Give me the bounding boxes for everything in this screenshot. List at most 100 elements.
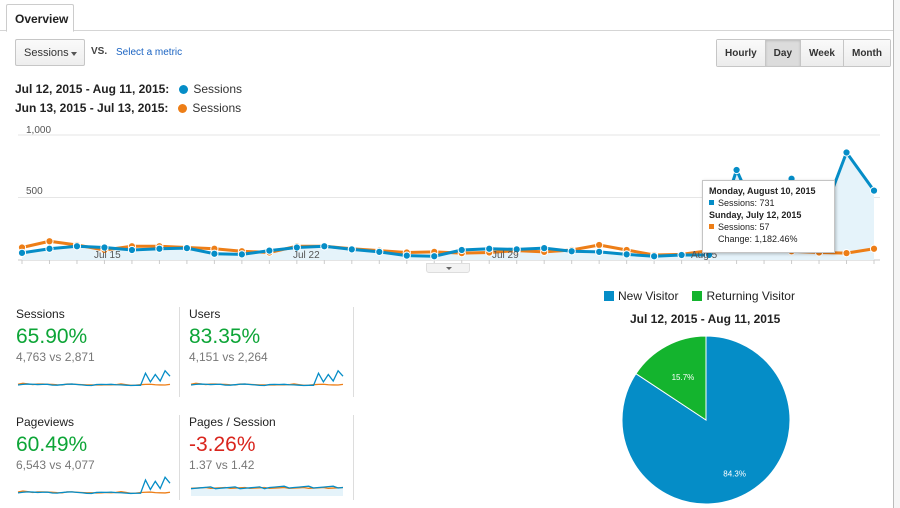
data-point[interactable] <box>869 244 879 253</box>
data-point[interactable] <box>567 247 576 256</box>
scorecard-pageviews[interactable]: Pageviews 60.49% 6,543 vs 4,077 <box>16 415 95 472</box>
pie-legend-new[interactable]: New Visitor <box>604 289 678 303</box>
data-point[interactable] <box>265 246 274 255</box>
sparkline-pages-per-session <box>190 485 344 496</box>
data-point[interactable] <box>622 250 631 259</box>
chart-tooltip: Monday, August 10, 2015 Sessions: 731 Su… <box>702 180 835 253</box>
metric-select[interactable]: Sessions <box>15 39 85 66</box>
divider <box>179 307 180 397</box>
scorecard-sessions[interactable]: Sessions 65.90% 4,763 vs 2,871 <box>16 307 95 364</box>
data-point[interactable] <box>595 247 604 256</box>
week-button[interactable]: Week <box>801 40 844 66</box>
tooltip-date-current: Monday, August 10, 2015 <box>709 186 816 196</box>
data-point[interactable] <box>347 245 356 254</box>
tooltip-date-previous: Sunday, July 12, 2015 <box>709 210 802 220</box>
sparkline-pageviews <box>17 476 171 495</box>
hourly-button[interactable]: Hourly <box>717 40 766 66</box>
sparkline-current <box>190 485 344 490</box>
data-point[interactable] <box>375 247 384 256</box>
tab-overview[interactable]: Overview <box>6 4 74 32</box>
series-dot-icon <box>178 104 188 113</box>
vs-label: VS. <box>91 46 108 57</box>
scorecard-percent: 83.35% <box>189 325 261 348</box>
tooltip-value-current: Sessions: 731 <box>718 198 775 208</box>
legend-series-label: Sessions <box>192 101 242 115</box>
data-point[interactable] <box>650 252 659 261</box>
select-metric-link[interactable]: Select a metric <box>116 47 183 58</box>
data-point[interactable] <box>127 245 137 255</box>
legend-swatch-icon <box>692 291 703 301</box>
x-tick-label: Jul 22 <box>293 250 320 261</box>
legend-range-label: Jun 13, 2015 - Jul 13, 2015: <box>15 101 169 115</box>
scorecard-users[interactable]: Users 83.35% 4,151 vs 2,264 <box>189 307 268 364</box>
series-square-icon <box>709 224 714 229</box>
data-point[interactable] <box>485 244 494 253</box>
month-button[interactable]: Month <box>843 40 890 66</box>
y-tick-label: 500 <box>26 186 43 197</box>
scorecard-comparison: 4,763 vs 2,871 <box>16 350 95 364</box>
scorecard-label: Users <box>189 307 221 321</box>
visitor-pie-chart[interactable]: 84.3% 15.7% <box>621 335 791 505</box>
data-point[interactable] <box>842 249 851 258</box>
data-point[interactable] <box>842 148 851 157</box>
data-point[interactable] <box>320 242 329 251</box>
pie-legend: New Visitor Returning Visitor <box>604 289 795 303</box>
legend-previous-range: Jun 13, 2015 - Jul 13, 2015: Sessions <box>15 101 241 115</box>
sparkline-users <box>190 369 344 387</box>
scorecard-comparison: 4,151 vs 2,264 <box>189 350 268 364</box>
scorecard-percent: 65.90% <box>16 325 88 348</box>
data-point[interactable] <box>182 244 192 253</box>
sparkline-current <box>17 476 171 495</box>
series-dot-icon <box>179 85 189 94</box>
data-point[interactable] <box>540 244 549 253</box>
divider <box>179 415 180 500</box>
metric-select-value: Sessions <box>24 47 69 59</box>
y-tick-label: 1,000 <box>26 125 52 136</box>
pie-slice-label: 15.7% <box>672 373 695 382</box>
data-point[interactable] <box>100 243 109 252</box>
x-tick-label: Jul 15 <box>94 250 121 261</box>
chart-resize-handle[interactable] <box>426 263 470 273</box>
legend-current-range: Jul 12, 2015 - Aug 11, 2015: Sessions <box>15 82 242 96</box>
chevron-down-icon <box>71 52 77 56</box>
legend-swatch-icon <box>604 291 614 301</box>
data-point[interactable] <box>72 242 82 251</box>
data-point[interactable] <box>457 245 466 255</box>
legend-range-label: Jul 12, 2015 - Aug 11, 2015: <box>15 82 170 96</box>
window-edge <box>893 0 900 508</box>
day-button[interactable]: Day <box>765 40 802 66</box>
data-point[interactable] <box>677 250 686 260</box>
data-point[interactable] <box>595 240 604 250</box>
data-point[interactable] <box>732 165 741 175</box>
data-point[interactable] <box>869 186 879 195</box>
tooltip-change: Change: 1,182.46% <box>718 234 798 244</box>
data-point[interactable] <box>292 243 301 252</box>
data-point[interactable] <box>512 245 521 254</box>
data-point[interactable] <box>45 237 54 246</box>
pie-legend-label: New Visitor <box>618 289 679 303</box>
sparkline-current <box>17 369 171 387</box>
pie-legend-returning[interactable]: Returning Visitor <box>692 289 795 303</box>
data-point[interactable] <box>155 244 164 253</box>
tab-bar: Overview <box>0 0 900 32</box>
scorecard-label: Pages / Session <box>189 415 276 429</box>
data-point[interactable] <box>402 251 411 260</box>
divider <box>353 307 354 397</box>
scorecard-percent: -3.26% <box>189 433 256 456</box>
x-tick-label: Jul 29 <box>492 250 519 261</box>
data-point[interactable] <box>237 250 246 259</box>
scorecard-label: Sessions <box>16 307 65 321</box>
data-point[interactable] <box>45 244 54 253</box>
granularity-buttons: Hourly Day Week Month <box>716 39 891 67</box>
pie-title: Jul 12, 2015 - Aug 11, 2015 <box>630 312 781 326</box>
scorecard-comparison: 6,543 vs 4,077 <box>16 458 95 472</box>
sparkline-current <box>190 369 344 387</box>
scorecard-label: Pageviews <box>16 415 75 429</box>
data-point[interactable] <box>430 252 439 261</box>
legend-series-label: Sessions <box>193 82 243 96</box>
data-point[interactable] <box>17 248 27 257</box>
pie-slice-returning-visitor[interactable] <box>635 335 707 421</box>
scorecard-pages-per-session[interactable]: Pages / Session -3.26% 1.37 vs 1.42 <box>189 415 276 472</box>
data-point[interactable] <box>210 249 219 258</box>
